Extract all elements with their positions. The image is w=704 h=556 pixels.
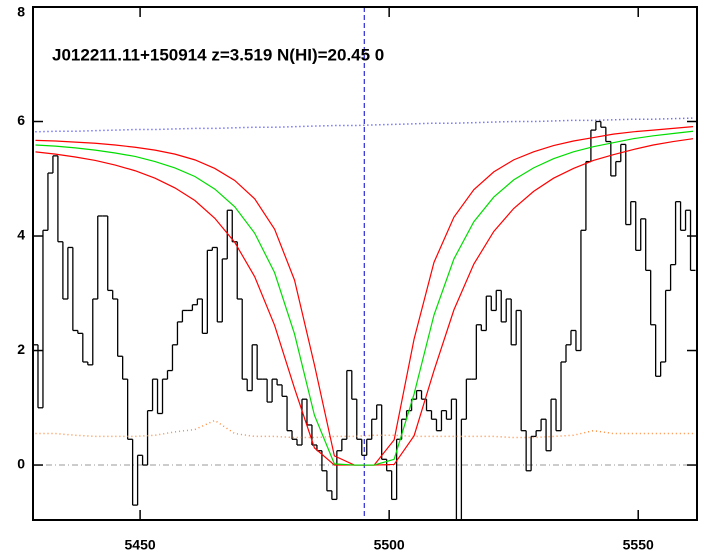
annotation: J012211.11+150914 z=3.519 N(HI)=20.45 0 — [52, 45, 384, 64]
x-tick-label: 5450 — [125, 537, 156, 553]
dotted-curve — [35, 117, 694, 133]
y-tick-label: 6 — [17, 112, 25, 128]
y-tick-label: 8 — [17, 4, 25, 20]
y-tick-label: 2 — [17, 341, 25, 357]
y-tick-label: 0 — [17, 456, 25, 472]
plot-area — [33, 7, 697, 520]
y-tick-label: 4 — [17, 227, 25, 243]
model-curve — [35, 130, 694, 466]
x-tick-label: 5550 — [623, 537, 654, 553]
x-tick-label: 5500 — [374, 537, 405, 553]
axes-frame — [32, 6, 698, 521]
